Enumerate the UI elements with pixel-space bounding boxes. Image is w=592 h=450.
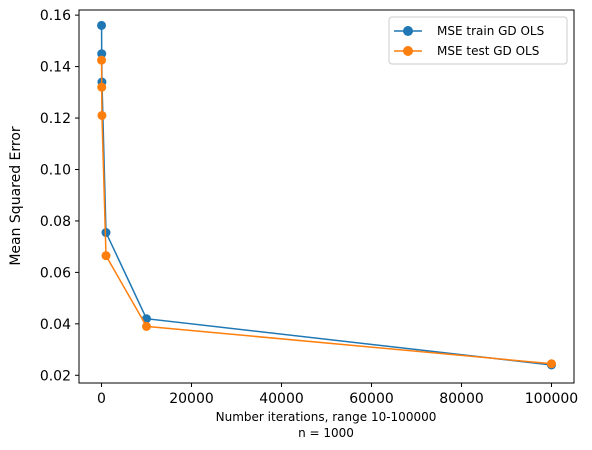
data-point-1 <box>101 251 111 261</box>
data-point-1 <box>142 321 151 331</box>
data-point-1 <box>547 359 556 369</box>
x-tick-label: 100000 <box>525 391 578 407</box>
x-axis-label-line2: n = 1000 <box>298 426 354 440</box>
x-axis: 0 20000 40000 60000 80000 100000 <box>97 383 578 407</box>
data-point-1 <box>97 110 107 120</box>
x-tick-label: 60000 <box>349 391 394 407</box>
y-axis: 0.02 0.04 0.06 0.08 0.10 0.12 0.14 0.16 <box>40 8 79 384</box>
data-point-1 <box>97 82 107 92</box>
legend-label-test: MSE test GD OLS <box>437 44 539 58</box>
legend-marker-train <box>403 26 413 36</box>
data-point-1 <box>97 55 107 65</box>
x-tick-label: 80000 <box>439 391 484 407</box>
y-tick-label: 0.06 <box>40 265 71 281</box>
legend-box <box>388 16 568 65</box>
series-line-0 <box>100 25 552 366</box>
legend-label-train: MSE train GD OLS <box>437 24 544 38</box>
y-tick-label: 0.14 <box>40 60 71 76</box>
series-line-1 <box>100 60 552 365</box>
y-tick-label: 0.08 <box>40 214 71 230</box>
y-tick-label: 0.16 <box>40 8 71 24</box>
y-axis-label: Mean Squared Error <box>8 126 24 266</box>
data-point-0 <box>97 49 107 59</box>
data-point-0 <box>142 314 151 324</box>
y-tick-label: 0.12 <box>40 111 71 127</box>
legend: MSE train GD OLS MSE test GD OLS <box>388 16 568 65</box>
y-tick-label: 0.10 <box>40 162 71 178</box>
series-layer <box>97 20 556 370</box>
x-tick-label: 40000 <box>259 391 304 407</box>
plot-frame <box>78 9 575 384</box>
y-tick-label: 0.04 <box>40 317 71 333</box>
data-point-0 <box>97 20 107 30</box>
y-tick-label: 0.02 <box>40 368 71 384</box>
x-axis-label: Number iterations, range 10-100000 <box>216 410 437 424</box>
x-tick-label: 20000 <box>169 391 214 407</box>
legend-marker-test <box>403 46 413 56</box>
x-tick-label: 0 <box>97 391 106 407</box>
